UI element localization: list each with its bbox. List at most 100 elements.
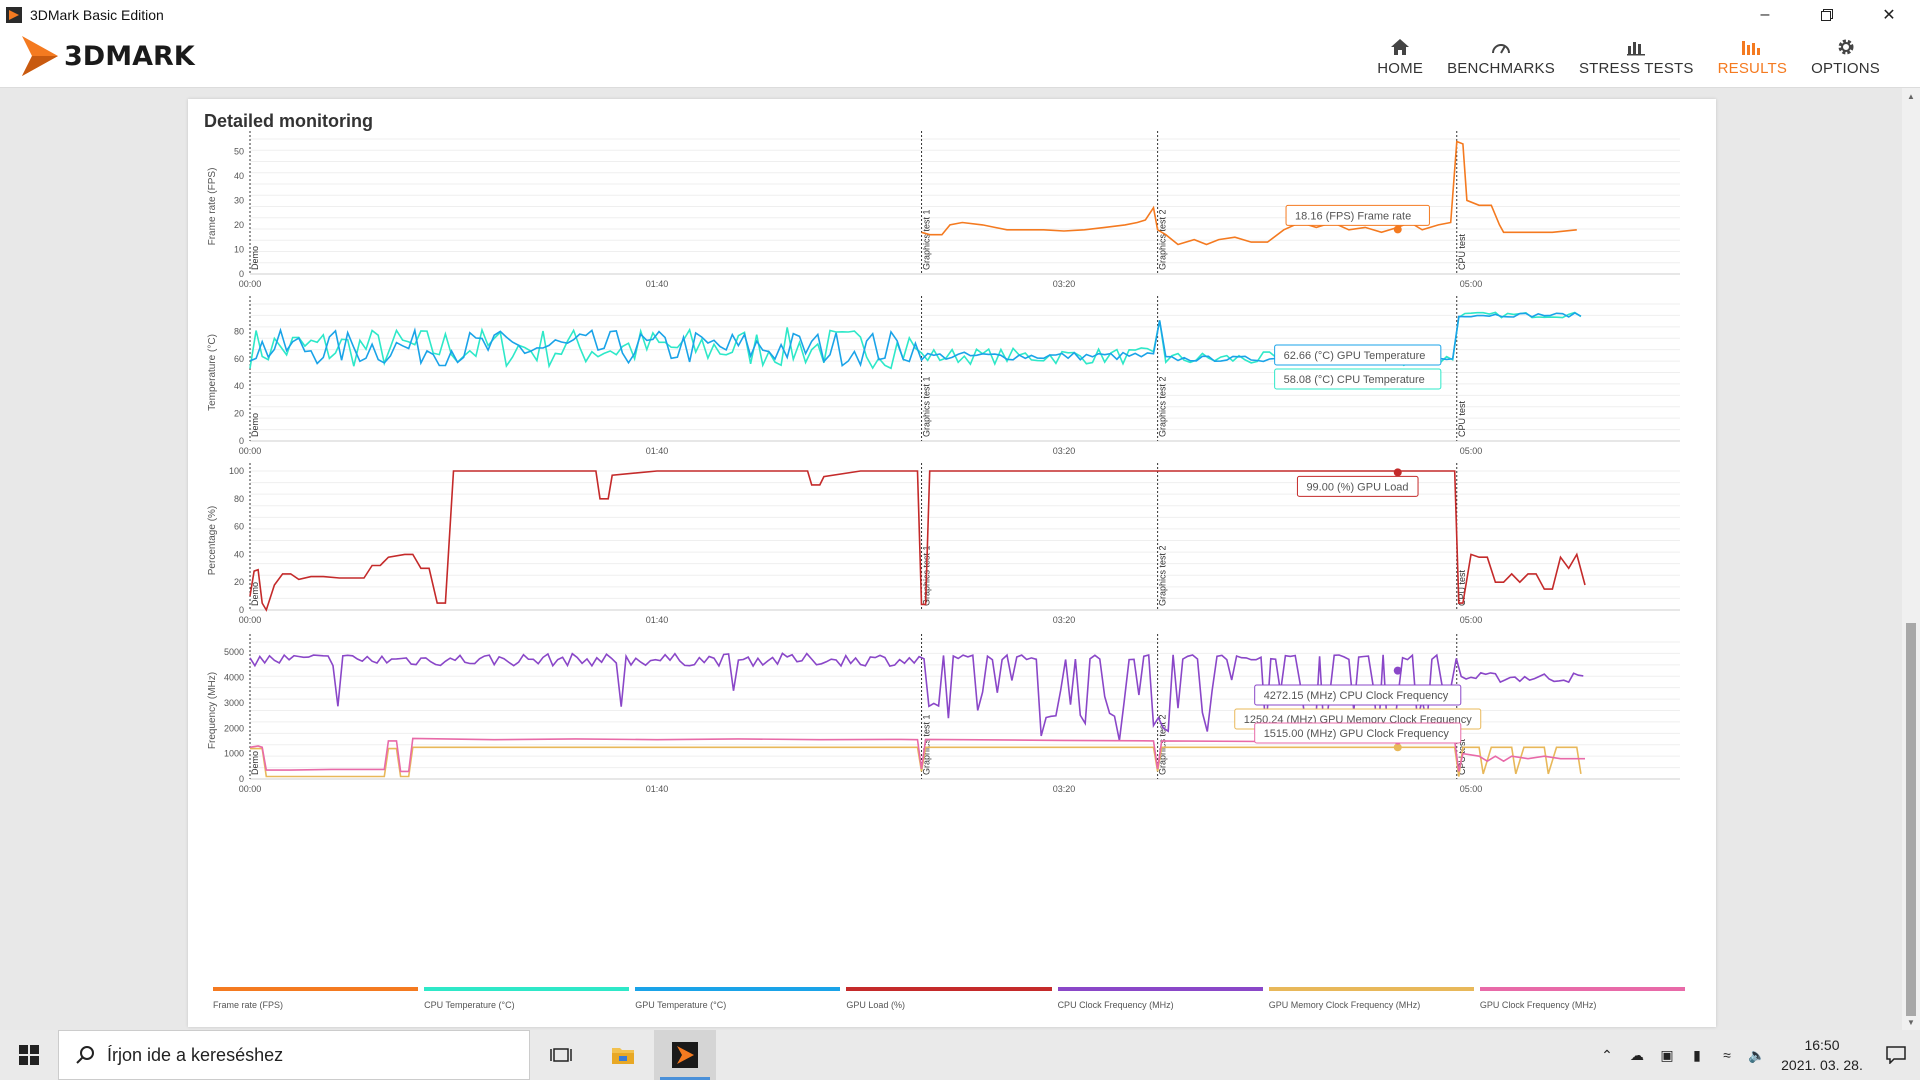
- legend-item[interactable]: GPU Clock Frequency (MHz): [1479, 987, 1685, 1010]
- y-tick-label: 40: [234, 171, 244, 181]
- legend-label: GPU Memory Clock Frequency (MHz): [1268, 1000, 1421, 1010]
- legend-item[interactable]: GPU Temperature (°C): [635, 987, 841, 1010]
- panel-title: Detailed monitoring: [204, 111, 374, 131]
- nav-home[interactable]: HOME: [1377, 34, 1423, 77]
- test-marker-label: Graphics test 1: [922, 376, 932, 437]
- nav-results[interactable]: RESULTS: [1718, 34, 1787, 77]
- tooltip-text: 1515.00 (MHz) GPU Clock Frequency: [1264, 728, 1450, 740]
- file-explorer-button[interactable]: [592, 1030, 654, 1080]
- y-tick-label: 5000: [224, 647, 244, 657]
- window-title: 3DMark Basic Edition: [30, 7, 164, 23]
- x-tick-label: 00:00: [239, 784, 262, 794]
- notification-center-button[interactable]: [1872, 1030, 1920, 1080]
- app-header: 3DMARK HOME BENCHMARKS STRESS TESTS RESU…: [0, 30, 1920, 88]
- series-line: [921, 140, 1577, 246]
- series-line: [249, 652, 1584, 742]
- tooltip-point: [1393, 743, 1402, 752]
- scroll-thumb[interactable]: [1906, 623, 1916, 1016]
- taskbar-clock[interactable]: 16:50 2021. 03. 28.: [1772, 1035, 1872, 1075]
- network-icon[interactable]: ≈: [1723, 1047, 1731, 1063]
- tooltip-box: [1296, 475, 1419, 497]
- legend-item[interactable]: GPU Memory Clock Frequency (MHz): [1268, 987, 1474, 1010]
- legend-color-bar: [424, 987, 630, 991]
- test-marker-label: CPU test: [1457, 400, 1467, 437]
- test-marker-label: Demo: [250, 582, 260, 606]
- start-button[interactable]: [0, 1030, 58, 1080]
- minimize-button[interactable]: –: [1760, 6, 1770, 23]
- scroll-up-button[interactable]: ▲: [1907, 91, 1915, 101]
- search-icon: [76, 1046, 94, 1064]
- legend-color-bar: [1479, 987, 1685, 991]
- x-tick-label: 05:00: [1460, 446, 1483, 456]
- nav-options[interactable]: OPTIONS: [1811, 34, 1880, 77]
- y-tick-label: 1000: [224, 749, 244, 759]
- tooltip-box: [1274, 344, 1442, 366]
- y-axis-label: Frame rate (FPS): [207, 168, 218, 246]
- tray-app-icon[interactable]: ▣: [1660, 1046, 1674, 1063]
- x-tick-label: 05:00: [1460, 279, 1483, 289]
- nav-stress-tests[interactable]: STRESS TESTS: [1579, 34, 1694, 77]
- legend-item[interactable]: CPU Temperature (°C): [424, 987, 630, 1010]
- close-button[interactable]: ✕: [1882, 7, 1896, 24]
- x-tick-label: 00:00: [239, 446, 262, 456]
- 3dmark-taskbar-button[interactable]: [654, 1030, 716, 1080]
- x-tick-label: 00:00: [239, 615, 262, 625]
- y-axis-label: Temperature (°C): [207, 334, 218, 411]
- battery-icon[interactable]: ▮: [1693, 1046, 1701, 1063]
- test-marker-label: Graphics test 1: [922, 209, 932, 270]
- x-tick-label: 01:40: [646, 279, 669, 289]
- y-axis-label: Frequency (MHz): [207, 672, 218, 749]
- legend-color-bar: [1268, 987, 1474, 991]
- nav-benchmarks[interactable]: BENCHMARKS: [1447, 34, 1555, 77]
- test-marker-label: Graphics test 2: [1158, 714, 1168, 775]
- y-tick-label: 20: [234, 577, 244, 587]
- tooltip-point: [1393, 666, 1402, 675]
- windows-taskbar: Írjon ide a kereséshez ⌃ ☁ ▣ ▮ ≈ 🔈 16:50…: [0, 1030, 1920, 1080]
- volume-icon[interactable]: 🔈: [1748, 1046, 1766, 1063]
- 3dmark-app-icon: [672, 1042, 698, 1068]
- tooltip-text: 18.16 (FPS) Frame rate: [1295, 210, 1411, 222]
- task-view-button[interactable]: [530, 1030, 592, 1080]
- taskbar-search[interactable]: Írjon ide a kereséshez: [58, 1030, 530, 1080]
- legend-item[interactable]: CPU Clock Frequency (MHz): [1057, 987, 1263, 1010]
- y-tick-label: 0: [239, 774, 244, 784]
- test-marker-label: Graphics test 2: [1158, 545, 1168, 606]
- system-tray: ⌃ ☁ ▣ ▮ ≈ 🔈 16:50 2021. 03. 28.: [1592, 1030, 1920, 1080]
- folder-icon: [612, 1048, 634, 1064]
- scroll-down-button[interactable]: ▼: [1907, 1017, 1915, 1027]
- restore-button[interactable]: [1796, 0, 1858, 30]
- onedrive-icon[interactable]: ☁: [1630, 1046, 1644, 1063]
- scrollbar[interactable]: ▲ ▼: [1902, 88, 1920, 1030]
- y-tick-label: 20: [234, 409, 244, 419]
- y-tick-label: 60: [234, 354, 244, 364]
- y-tick-label: 0: [239, 269, 244, 279]
- legend-item[interactable]: GPU Load (%): [846, 987, 1052, 1010]
- home-icon: [1391, 39, 1410, 55]
- clock-time: 16:50: [1804, 1037, 1840, 1053]
- gear-icon: [1838, 39, 1854, 55]
- test-marker-label: Demo: [250, 751, 260, 775]
- legend-label: GPU Clock Frequency (MHz): [1479, 1000, 1597, 1010]
- test-marker-label: Demo: [250, 246, 260, 270]
- test-marker-label: CPU test: [1457, 569, 1467, 606]
- test-marker-label: Graphics test 1: [922, 714, 932, 775]
- search-placeholder: Írjon ide a kereséshez: [107, 1044, 284, 1065]
- gauge-icon: [1492, 44, 1510, 54]
- legend-item[interactable]: Frame rate (FPS): [213, 987, 419, 1010]
- x-tick-label: 05:00: [1460, 784, 1483, 794]
- tooltip-text: 4272.15 (MHz) CPU Clock Frequency: [1264, 690, 1449, 702]
- series-line: [250, 746, 1582, 778]
- y-tick-label: 0: [239, 605, 244, 615]
- detailed-monitoring-panel: Detailed monitoring: [188, 99, 1716, 1027]
- y-tick-label: 0: [239, 436, 244, 446]
- test-marker-label: Demo: [250, 413, 260, 437]
- tooltip-box: [1254, 722, 1462, 744]
- x-tick-label: 05:00: [1460, 615, 1483, 625]
- x-tick-label: 03:20: [1053, 784, 1076, 794]
- x-tick-label: 03:20: [1053, 446, 1076, 456]
- series-line: [249, 737, 1585, 773]
- logo-text: 3DMARK: [64, 40, 195, 72]
- show-hidden-icons-button[interactable]: ⌃: [1601, 1046, 1613, 1063]
- main-nav: HOME BENCHMARKS STRESS TESTS RESULTS OPT…: [1353, 34, 1880, 77]
- window-controls: – ✕: [1734, 0, 1920, 30]
